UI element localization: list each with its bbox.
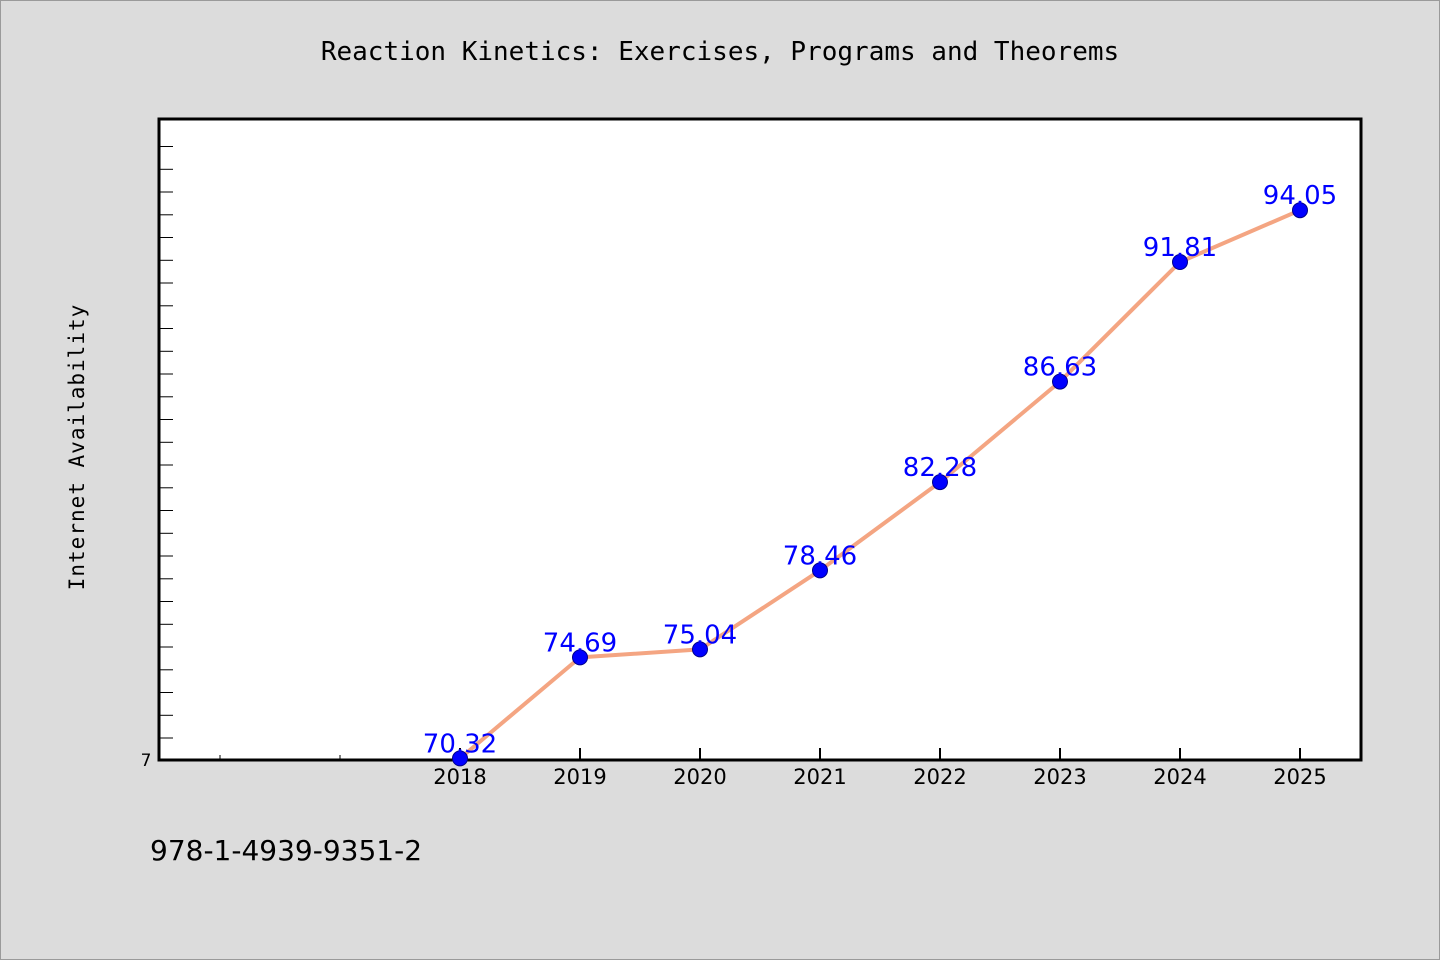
data-label: 75.04: [663, 620, 737, 650]
series-line: [458, 208, 1301, 760]
x-tick-label: 2024: [1153, 765, 1206, 789]
isbn-text: 978-1-4939-9351-2: [150, 834, 423, 867]
data-label: 94.05: [1263, 181, 1337, 211]
data-point: [692, 641, 708, 658]
data-point: [932, 474, 948, 491]
y-axis-label: Internet Availability: [65, 304, 89, 591]
data-point: [572, 649, 588, 666]
data-label: 91.81: [1143, 233, 1217, 263]
plot-area: [157, 117, 1363, 762]
series-layer: 70.32 74.69 75.04 78.46 82.28 86.63 91.81 94.05: [423, 181, 1337, 767]
x-tick-label: 2021: [793, 765, 846, 789]
y-tick-label: 7: [141, 751, 152, 771]
x-tick-label: 2019: [553, 765, 606, 789]
data-point: [1052, 373, 1068, 390]
data-label: 74.69: [543, 628, 617, 658]
data-point: [1292, 202, 1308, 219]
data-point: [452, 750, 468, 767]
data-point: [1172, 254, 1188, 270]
y-axis-ticks: [159, 146, 173, 739]
data-label: 70.32: [423, 729, 497, 759]
x-tick-label: 2018: [433, 765, 486, 789]
x-tick-label: 2022: [913, 765, 966, 789]
data-label: 78.46: [783, 541, 857, 571]
data-point: [812, 562, 828, 579]
chart-title: Reaction Kinetics: Exercises, Programs a…: [321, 37, 1119, 67]
x-tick-label: 2023: [1033, 765, 1086, 789]
data-label: 86.63: [1023, 353, 1097, 383]
x-tick-label: 2020: [673, 765, 726, 789]
x-tick-label: 2025: [1273, 765, 1326, 789]
data-label: 82.28: [903, 453, 977, 483]
x-axis-ticks: 2018 2019 2020 2021 2022 2023 2024 2025: [219, 748, 1327, 789]
